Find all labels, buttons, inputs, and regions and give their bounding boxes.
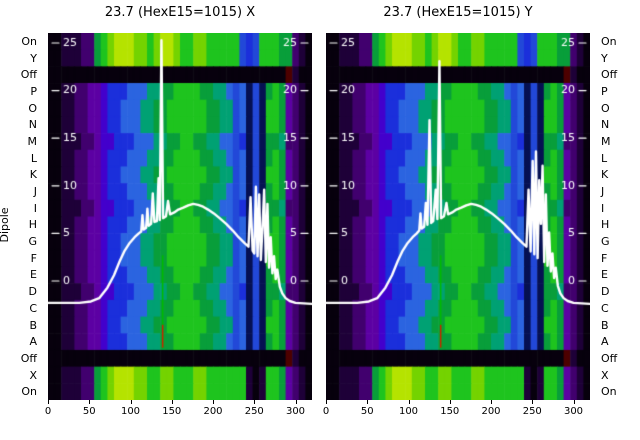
dipole-row-label: I [601,201,605,215]
x-tick-label: 0 [322,406,330,417]
dipole-row-label: On [21,34,37,48]
x-tick-label: 250 [522,406,542,417]
panel-y-heatmap-canvas [326,33,590,400]
x-tick-label: 250 [244,406,264,417]
dipole-row-label: O [601,101,610,115]
dipole-row-label: F [601,251,608,265]
x-tick-mark [326,400,327,404]
dipole-row-label: On [601,34,617,48]
x-tick-label: 150 [162,406,182,417]
panel-y-axis-ticks: 0 50 100 150 200 250 300 [322,400,590,430]
dipole-row-label: N [28,118,37,132]
x-tick-mark [48,400,49,404]
x-tick-mark [295,400,297,404]
dipole-row-label: G [601,235,610,249]
dipole-row-label: A [601,335,609,349]
x-tick-label: 200 [481,406,501,417]
dipole-row-label: L [601,151,608,165]
dipole-row-label: E [601,268,608,282]
x-tick-mark [449,400,451,404]
x-tick-mark [408,400,410,404]
x-tick-label: 50 [360,406,374,417]
dipole-row-label: G [28,235,37,249]
x-tick-label: 100 [398,406,419,417]
x-tick-mark [89,400,91,404]
dipole-row-label: Off [20,68,37,82]
x-tick-label: 50 [82,406,96,417]
dipole-row-label: Off [601,68,618,82]
dipole-row-label: Y [30,51,37,65]
x-tick-label: 200 [203,406,223,417]
dipole-row-label: K [29,168,37,182]
dipole-row-label: H [601,218,610,232]
x-tick-mark [171,400,173,404]
dipole-row-label: D [601,285,610,299]
panel-x-axis-ticks: 0 50 100 150 200 250 300 [44,400,312,430]
dipole-row-label: L [30,151,37,165]
dipole-row-label: On [21,385,37,399]
x-tick-mark [254,400,256,404]
dipole-row-label: J [33,185,37,199]
dipole-row-label: K [601,168,609,182]
y-axis-labels-left: On Y Off P O N M L K J I H G F E D C B A Off X On [0,33,42,400]
x-tick-mark [573,400,575,404]
x-tick-mark [213,400,214,404]
x-tick-label: 300 [285,406,306,417]
panel-x-title: 23.7 (HexE15=1015) X [104,5,256,20]
dipole-row-label: B [601,318,609,332]
x-tick-mark [532,400,534,404]
x-tick-mark [367,400,369,404]
dipole-row-label: Y [601,51,608,65]
dipole-row-label: J [601,185,605,199]
dipole-row-label: X [601,368,609,382]
dipole-row-label: M [27,134,38,148]
dipole-row-label: M [601,134,611,148]
panel-y: 23.7 (HexE15=1015) Y 0 50 100 150 200 250 300 [322,0,590,440]
dipole-row-label: Off [20,351,37,365]
dipole-row-label: On [601,385,617,399]
x-tick-label: 0 [44,406,52,417]
x-tick-label: 150 [440,406,460,417]
dipole-row-label: E [30,268,37,282]
dipole-row-label: P [601,84,608,98]
x-tick-mark [130,400,132,404]
dipole-row-label: F [30,251,37,265]
x-tick-label: 100 [120,406,141,417]
dipole-row-label: N [601,118,610,132]
dipole-row-label: I [33,201,37,215]
dipole-row-label: D [28,285,37,299]
dipole-row-label: O [28,101,37,115]
dipole-row-label: C [601,301,609,315]
x-tick-mark [491,400,492,404]
panel-x: 23.7 (HexE15=1015) X 0 50 100 150 200 250 300 [44,0,312,440]
dipole-row-label: A [29,335,37,349]
dipole-row-label: P [30,84,37,98]
y-axis-labels-right: On Y Off P O N M L K J I H G F E D C B A Off X On [596,33,638,400]
dipole-row-label: B [29,318,37,332]
panel-y-title: 23.7 (HexE15=1015) Y [383,5,533,20]
dipole-row-label: Off [601,351,618,365]
dipole-row-label: C [29,301,37,315]
panel-x-heatmap-canvas [48,33,312,400]
x-tick-label: 300 [563,406,584,417]
dipole-row-label: H [28,218,37,232]
dipole-row-label: X [29,368,37,382]
